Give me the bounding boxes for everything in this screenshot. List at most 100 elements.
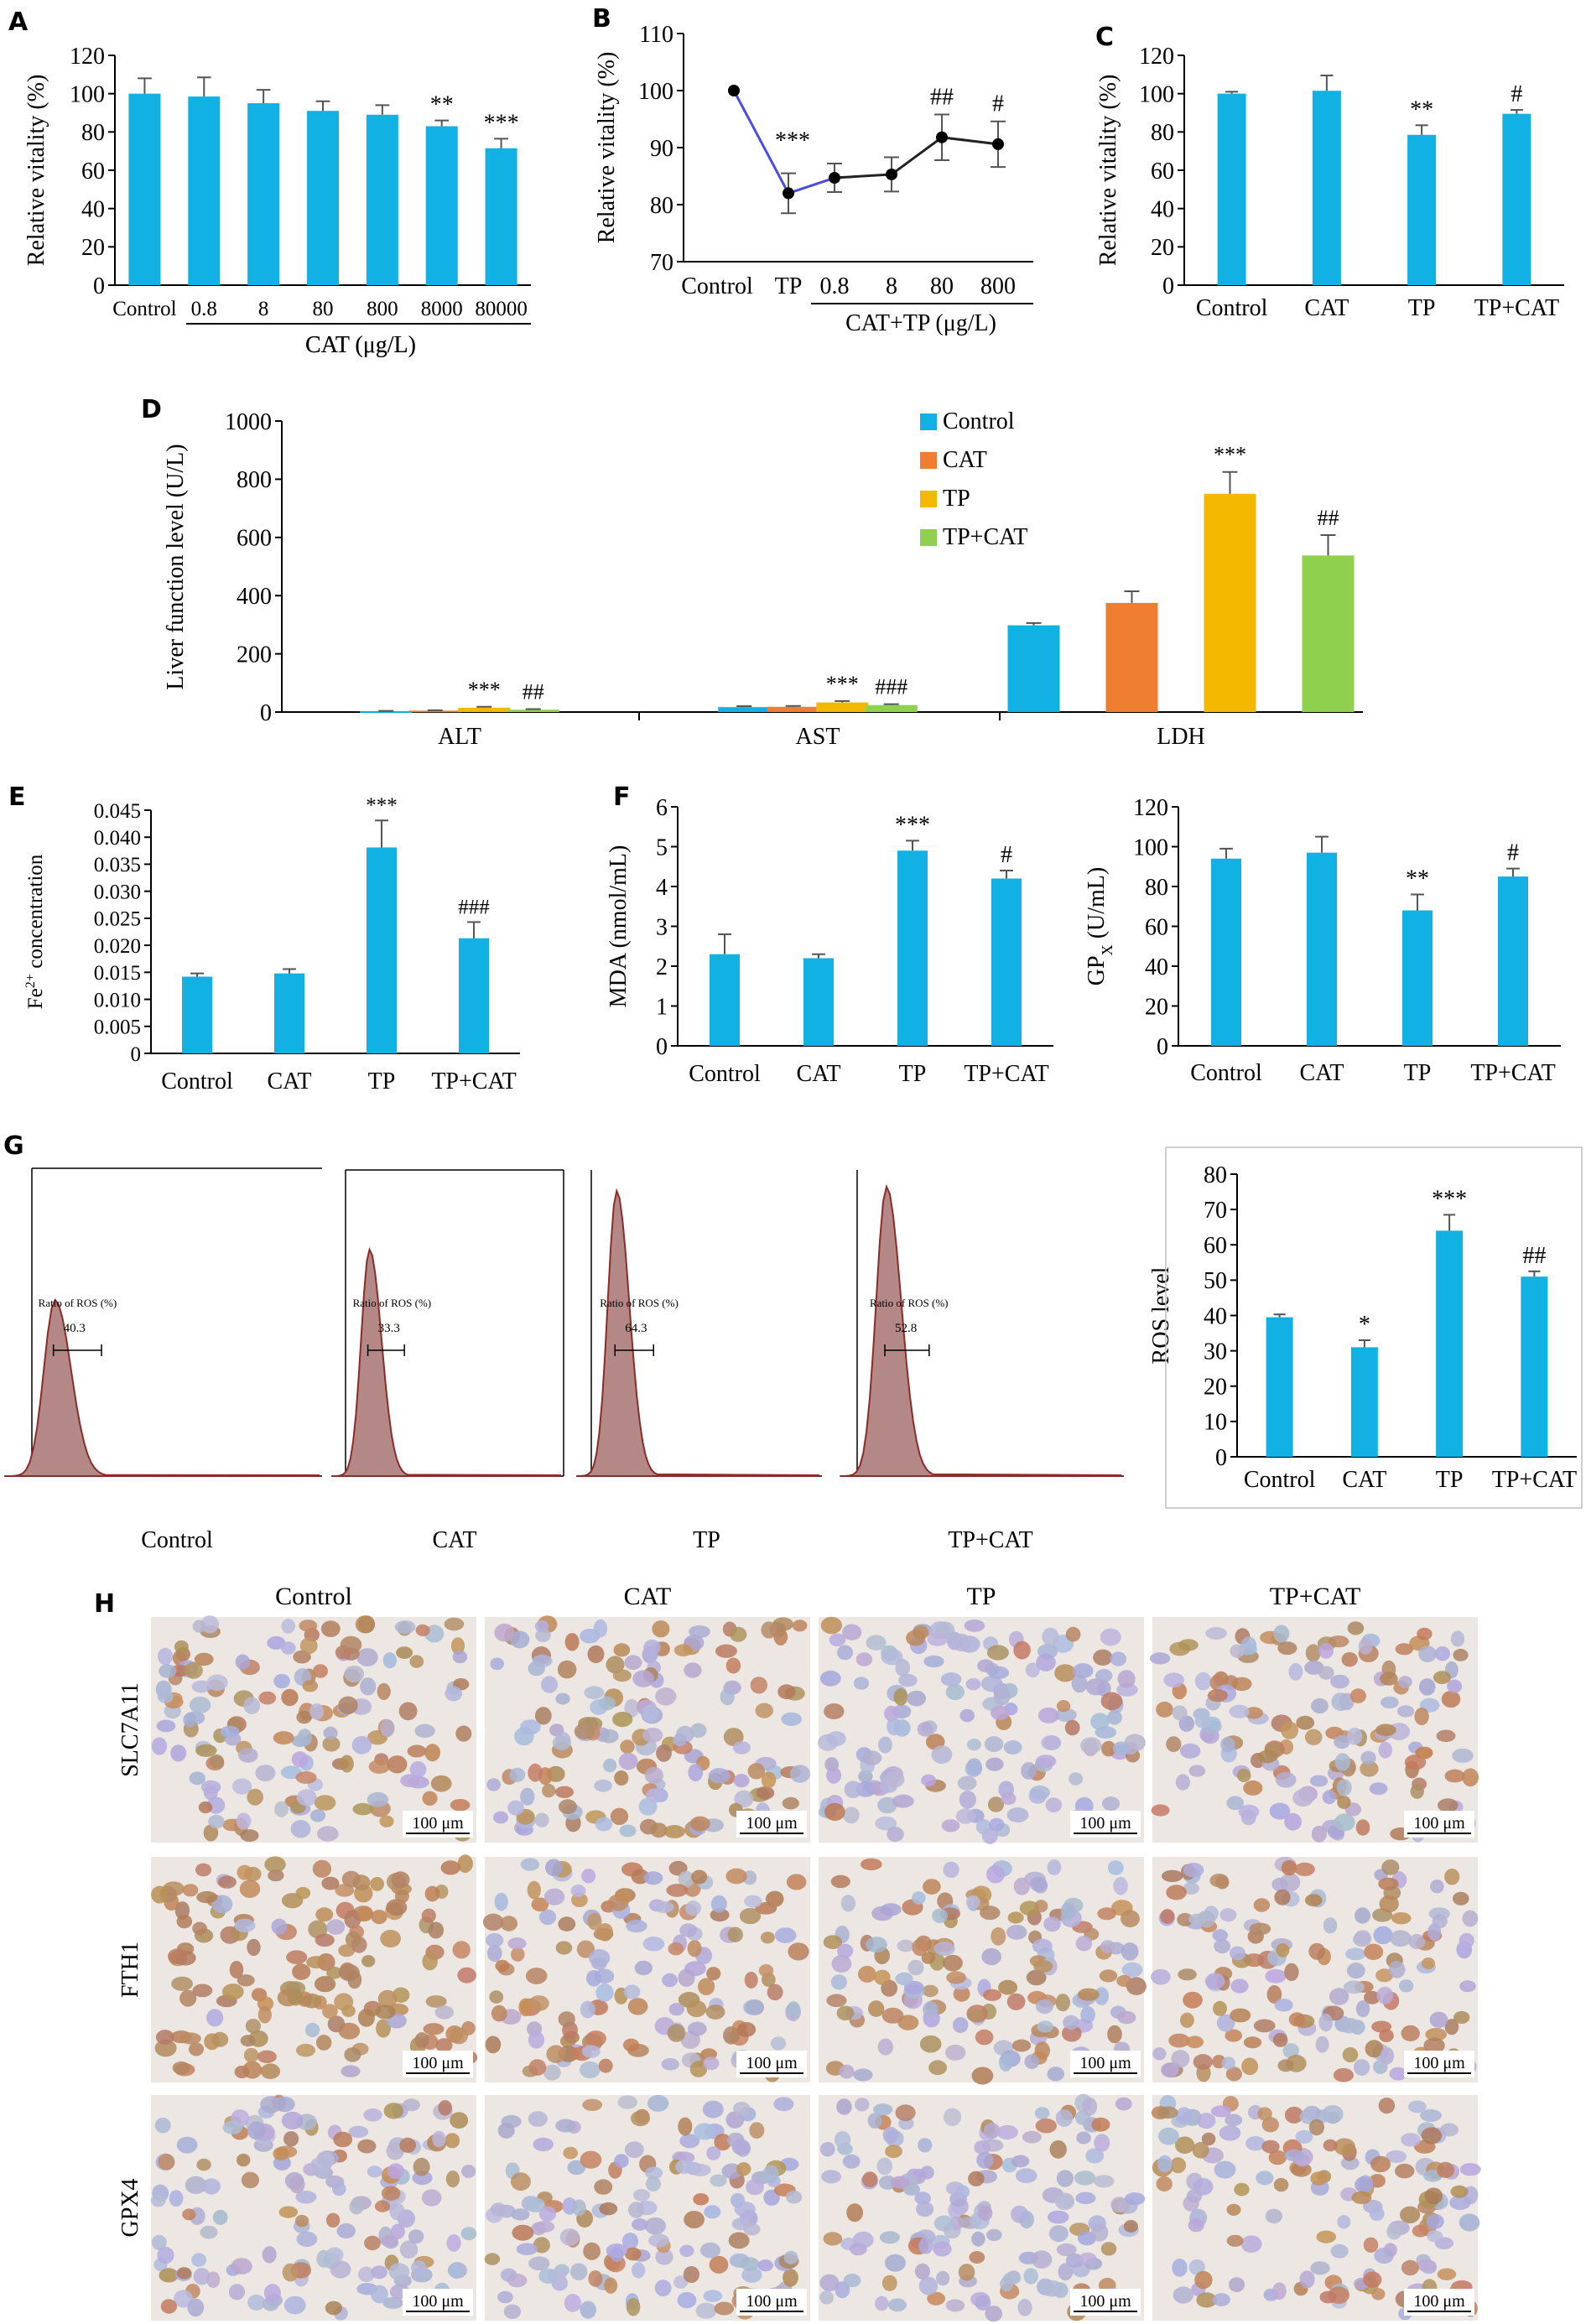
cell	[262, 2246, 277, 2264]
cell	[400, 1774, 420, 1788]
cell	[916, 2202, 934, 2217]
cell	[693, 2193, 710, 2206]
cell	[495, 1959, 510, 1973]
x-tick-label: 0.8	[820, 273, 850, 299]
cell	[1310, 2171, 1328, 2186]
cell	[1337, 2215, 1351, 2229]
cell	[988, 1666, 1010, 1680]
cell	[593, 1619, 608, 1638]
cell	[192, 1620, 206, 1633]
cell	[943, 2108, 962, 2127]
chart-A: A 0 20 40 60 80 100 120 Control 0.8 8 80 800 ** 8000 **…	[8, 8, 531, 358]
cell	[887, 2298, 907, 2312]
cell	[1090, 1713, 1110, 1731]
cell	[1334, 1734, 1350, 1749]
cell	[673, 1734, 687, 1747]
cell	[840, 1895, 856, 1912]
cell	[209, 1754, 225, 1769]
cell	[1412, 2224, 1429, 2238]
cell	[1110, 1651, 1126, 1666]
legend: Control CAT TP TP+CAT	[920, 408, 1027, 550]
cell	[211, 2031, 229, 2047]
cell	[668, 2003, 684, 2016]
cell	[1029, 1876, 1048, 1892]
histogram-peak	[840, 1183, 1121, 1477]
cell	[830, 1874, 850, 1889]
x-tick-label: 8000	[421, 298, 463, 320]
cell	[1459, 1980, 1476, 1993]
cell	[367, 1791, 389, 1807]
cell	[837, 1645, 854, 1661]
gate-label: Ratio of ROS (%)	[39, 1297, 117, 1309]
y-tick-label: 80	[1145, 875, 1168, 901]
cell	[884, 1770, 905, 1788]
cell	[898, 1673, 918, 1687]
cell	[1188, 2259, 1205, 2275]
cell	[1241, 2057, 1259, 2076]
cell	[1175, 1774, 1190, 1791]
cell	[710, 1895, 727, 1913]
cell	[564, 1633, 580, 1651]
cell	[196, 2158, 211, 2171]
cell	[528, 1995, 549, 2012]
cell	[959, 1791, 976, 1809]
y-tick-label: 100	[638, 79, 673, 105]
cell	[394, 1620, 416, 1634]
cell	[510, 1630, 530, 1649]
cell	[1294, 1862, 1315, 1876]
y-tick-label: 0.035	[94, 854, 141, 876]
cell	[652, 1620, 670, 1638]
cell	[644, 2217, 666, 2235]
cell	[282, 2263, 299, 2282]
cell	[689, 1625, 710, 1639]
cell	[511, 1947, 525, 1962]
cell	[422, 1952, 438, 1971]
cell	[985, 2306, 1002, 2322]
cell	[957, 1775, 977, 1791]
significance-mark: ***	[484, 110, 519, 136]
cell	[1107, 1710, 1122, 1725]
cell	[604, 2277, 618, 2294]
y-tick-label: 120	[1139, 44, 1174, 70]
cell	[1055, 1994, 1071, 2012]
cell	[720, 1688, 735, 1706]
cell	[1230, 1978, 1249, 1994]
cell	[586, 1970, 602, 1987]
cell	[1121, 1962, 1143, 1978]
flow-histogram: Ratio of ROS (%) 40.3 Control	[4, 1167, 322, 1553]
cell	[1389, 2067, 1407, 2081]
y-tick-label: 100	[1139, 81, 1174, 107]
cell	[653, 1900, 674, 1913]
cell	[361, 1955, 376, 1968]
histogram-peak	[576, 1188, 819, 1477]
cell	[740, 2257, 760, 2271]
cell	[783, 2269, 798, 2287]
cell	[409, 1655, 424, 1668]
cell	[725, 1868, 747, 1885]
x-tick-label: AST	[796, 724, 840, 750]
cell	[396, 1646, 413, 1659]
legend-label: TP+CAT	[943, 524, 1027, 550]
cell	[1299, 2270, 1315, 2289]
cell	[159, 2268, 179, 2283]
cell	[624, 1698, 639, 1718]
cell	[1000, 2276, 1014, 2292]
cell	[685, 1900, 701, 1916]
y-tick-label: 6	[656, 795, 668, 821]
cell	[858, 1965, 876, 1983]
cell	[588, 2270, 603, 2287]
cell	[678, 1870, 694, 1888]
cell	[830, 1974, 847, 1990]
cell	[1275, 1771, 1297, 1788]
cell	[273, 1673, 290, 1689]
x-tick-label: ALT	[438, 724, 481, 750]
cell	[507, 2273, 528, 2288]
cell	[919, 2035, 942, 2053]
cell	[208, 1814, 225, 1829]
cell	[1212, 2293, 1230, 2306]
cell	[221, 1983, 244, 2000]
cell	[380, 1929, 401, 1948]
cell	[580, 2150, 602, 2169]
cell	[176, 1914, 193, 1929]
bar	[767, 706, 819, 712]
